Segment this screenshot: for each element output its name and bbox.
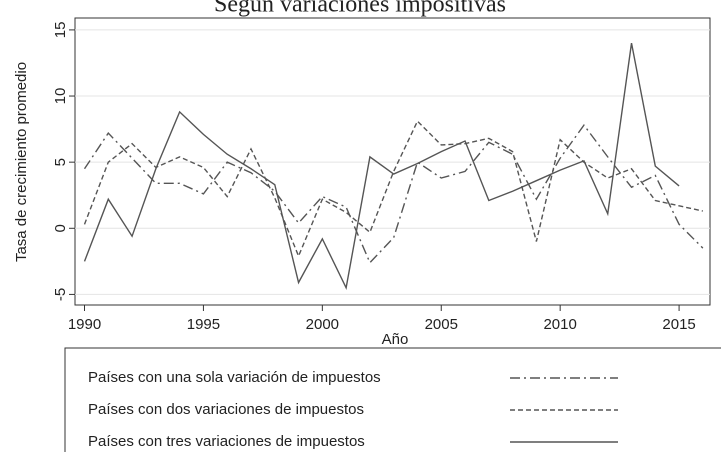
y-tick-label: 15 [52,22,69,39]
x-tick-label: 2010 [543,316,576,333]
legend-label: Países con tres variaciones de impuestos [88,433,365,450]
chart-title: Según variaciones impositivas [214,0,506,18]
x-tick-label: 1995 [187,316,220,333]
series-line [83,42,680,291]
legend [64,347,721,452]
y-tick-label: 10 [52,88,69,105]
series-line [83,123,704,264]
x-tick-label: 2000 [306,316,339,333]
x-tick-label: 2015 [662,316,695,333]
y-tick-label: 5 [52,158,69,166]
legend-label: Países con dos variaciones de impuestos [88,401,364,418]
x-tick-label: 2005 [425,316,458,333]
y-tick-label: -5 [52,288,69,301]
legend-label: Países con una sola variación de impuest… [88,369,381,386]
y-axis-label: Tasa de crecimiento promedio [13,62,30,262]
x-axis-label: Año [382,331,409,348]
x-tick-label: 1990 [68,316,101,333]
plot-frame [74,17,711,306]
y-tick-label: 0 [52,224,69,232]
